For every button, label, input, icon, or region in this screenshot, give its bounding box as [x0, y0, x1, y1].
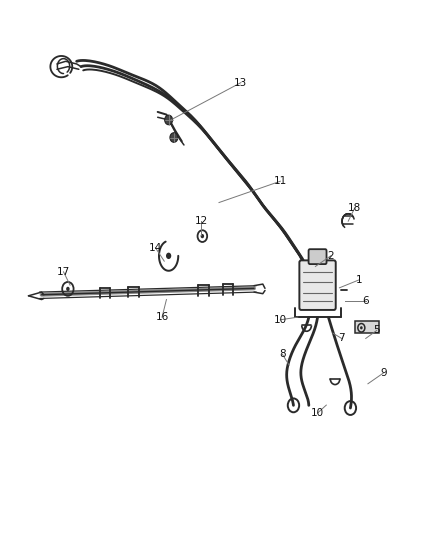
Circle shape	[165, 115, 173, 125]
Text: 13: 13	[234, 78, 247, 87]
Text: 16: 16	[155, 312, 169, 322]
Circle shape	[66, 287, 70, 291]
Circle shape	[360, 326, 363, 329]
Circle shape	[201, 234, 204, 238]
Text: 1: 1	[356, 275, 363, 285]
Text: 5: 5	[373, 326, 380, 335]
Text: 2: 2	[327, 251, 334, 261]
Text: 6: 6	[362, 296, 369, 306]
Text: 8: 8	[279, 350, 286, 359]
Text: 7: 7	[338, 334, 345, 343]
Text: 10: 10	[274, 315, 287, 325]
Circle shape	[166, 253, 171, 259]
Text: 11: 11	[274, 176, 287, 186]
Text: 12: 12	[195, 216, 208, 226]
Text: 10: 10	[311, 408, 324, 418]
Circle shape	[170, 133, 178, 142]
FancyBboxPatch shape	[308, 249, 326, 264]
Text: 9: 9	[380, 368, 387, 378]
FancyBboxPatch shape	[299, 261, 336, 310]
Bar	[355, 321, 379, 333]
Text: 17: 17	[57, 267, 70, 277]
Text: 14: 14	[149, 243, 162, 253]
Text: 18: 18	[348, 203, 361, 213]
